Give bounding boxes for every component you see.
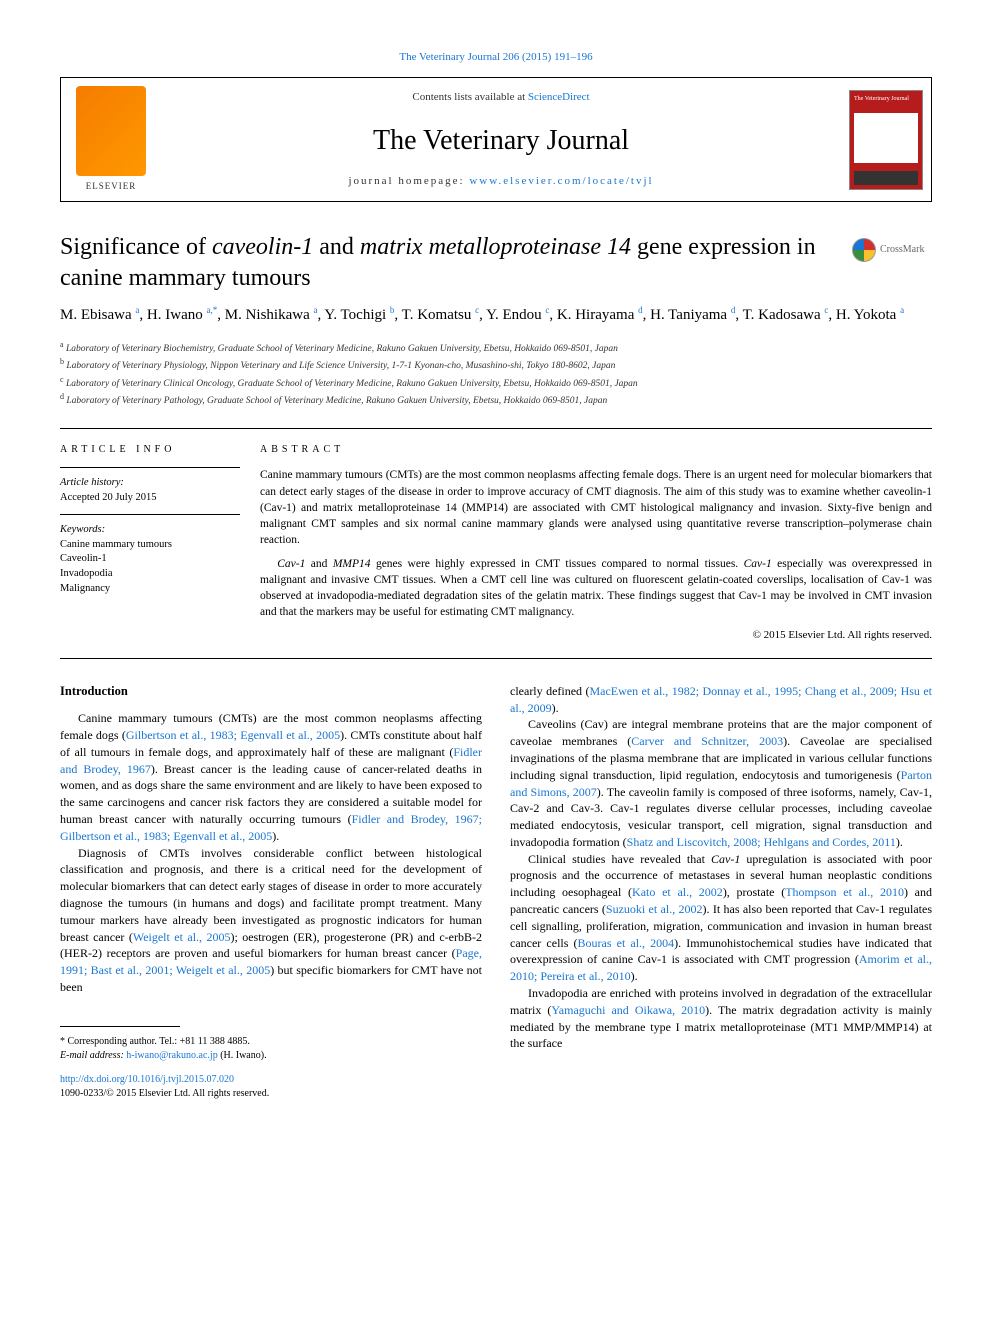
abstract-heading: ABSTRACT	[260, 443, 932, 457]
email-link[interactable]: h-iwano@rakuno.ac.jp	[126, 1050, 217, 1061]
abs-italic: MMP14	[333, 558, 371, 570]
sciencedirect-link[interactable]: ScienceDirect	[528, 91, 590, 103]
doi-link[interactable]: http://dx.doi.org/10.1016/j.tvjl.2015.07…	[60, 1074, 234, 1085]
txt: clearly defined (	[510, 684, 589, 698]
intro-heading: Introduction	[60, 683, 482, 701]
article-info-panel: ARTICLE INFO Article history: Accepted 2…	[60, 443, 260, 643]
txt: ).	[631, 969, 638, 983]
title-seg: and	[313, 234, 360, 260]
email-name: (H. Iwano).	[220, 1050, 266, 1061]
cover-thumbnail-icon: The Veterinary Journal	[849, 90, 923, 190]
txt: Clinical studies have revealed that	[528, 852, 711, 866]
ref-link[interactable]: Weigelt et al., 2005	[133, 930, 231, 944]
affiliation-line: b Laboratory of Veterinary Physiology, N…	[60, 356, 932, 373]
elsevier-tree-icon	[76, 86, 146, 176]
body-para: clearly defined (MacEwen et al., 1982; D…	[510, 683, 932, 717]
crossmark-label: CrossMark	[880, 243, 924, 257]
body-para: Clinical studies have revealed that Cav-…	[510, 851, 932, 985]
homepage-line: journal homepage: www.elsevier.com/locat…	[171, 174, 831, 189]
ref-link[interactable]: Kato et al., 2002	[632, 885, 723, 899]
crossmark-badge[interactable]: CrossMark	[852, 238, 932, 262]
abstract-para: Canine mammary tumours (CMTs) are the mo…	[260, 467, 932, 547]
affiliation-line: a Laboratory of Veterinary Biochemistry,…	[60, 339, 932, 356]
ref-link[interactable]: Thompson et al., 2010	[785, 885, 904, 899]
history-value: Accepted 20 July 2015	[60, 491, 240, 506]
affiliations: a Laboratory of Veterinary Biochemistry,…	[60, 339, 932, 409]
authors-line: M. Ebisawa a, H. Iwano a,*, M. Nishikawa…	[60, 304, 932, 327]
corresponding-author: * Corresponding author. Tel.: +81 11 388…	[60, 1035, 482, 1063]
affiliation-line: c Laboratory of Veterinary Clinical Onco…	[60, 374, 932, 391]
keyword-item: Canine mammary tumours	[60, 538, 240, 553]
header-center: Contents lists available at ScienceDirec…	[161, 78, 841, 201]
body-para: Caveolins (Cav) are integral membrane pr…	[510, 716, 932, 850]
keyword-item: Caveolin-1	[60, 552, 240, 567]
corr-label: * Corresponding author. Tel.: +81 11 388…	[60, 1035, 482, 1049]
cover-mid-icon	[854, 113, 918, 163]
title-seg-italic: matrix metalloproteinase 14	[360, 234, 631, 260]
crossmark-icon	[852, 238, 876, 262]
homepage-link[interactable]: www.elsevier.com/locate/tvjl	[469, 175, 653, 187]
history-label: Article history:	[60, 477, 124, 488]
keyword-item: Invadopodia	[60, 567, 240, 582]
contents-prefix: Contents lists available at	[412, 91, 527, 103]
txt: ), prostate (	[723, 885, 785, 899]
elsevier-logo: ELSEVIER	[61, 78, 161, 201]
issn-line: 1090-0233/© 2015 Elsevier Ltd. All right…	[60, 1088, 269, 1099]
body-para: Diagnosis of CMTs involves considerable …	[60, 845, 482, 996]
abs-seg: and	[305, 558, 332, 570]
abs-seg: genes were highly expressed in CMT tissu…	[371, 558, 744, 570]
txt-italic: Cav-1	[711, 852, 740, 866]
txt: ).	[272, 829, 279, 843]
doi-block: http://dx.doi.org/10.1016/j.tvjl.2015.07…	[60, 1073, 482, 1101]
txt: ).	[552, 701, 559, 715]
ref-link[interactable]: Bouras et al., 2004	[578, 936, 675, 950]
top-citation: The Veterinary Journal 206 (2015) 191–19…	[60, 50, 932, 65]
right-column: clearly defined (MacEwen et al., 1982; D…	[510, 683, 932, 1101]
abs-italic: Cav-1	[277, 558, 305, 570]
title-seg-italic: caveolin-1	[212, 234, 313, 260]
homepage-prefix: journal homepage:	[348, 175, 469, 187]
keywords-label: Keywords:	[60, 524, 105, 535]
cover-text: The Veterinary Journal	[854, 95, 918, 103]
abstract-copyright: © 2015 Elsevier Ltd. All rights reserved…	[260, 628, 932, 643]
ref-link[interactable]: Suzuoki et al., 2002	[606, 902, 703, 916]
top-citation-link[interactable]: The Veterinary Journal 206 (2015) 191–19…	[399, 51, 592, 63]
contents-line: Contents lists available at ScienceDirec…	[171, 90, 831, 105]
abstract-panel: ABSTRACT Canine mammary tumours (CMTs) a…	[260, 443, 932, 643]
txt: ).	[896, 835, 903, 849]
article-info-heading: ARTICLE INFO	[60, 443, 240, 457]
email-label: E-mail address:	[60, 1050, 124, 1061]
keyword-item: Malignancy	[60, 582, 240, 597]
cover-bot-icon	[854, 171, 918, 185]
ref-link[interactable]: Carver and Schnitzer, 2003	[631, 734, 783, 748]
elsevier-label: ELSEVIER	[86, 180, 137, 193]
ref-link[interactable]: Shatz and Liscovitch, 2008; Hehlgans and…	[627, 835, 896, 849]
title-seg: Significance of	[60, 234, 212, 260]
ref-link[interactable]: Yamaguchi and Oikawa, 2010	[551, 1003, 705, 1017]
journal-cover: The Veterinary Journal	[841, 78, 931, 201]
body-para: Canine mammary tumours (CMTs) are the mo…	[60, 710, 482, 844]
journal-name: The Veterinary Journal	[171, 121, 831, 160]
keywords-list: Canine mammary tumoursCaveolin-1Invadopo…	[60, 538, 240, 597]
abs-italic: Cav-1	[744, 558, 772, 570]
article-title: Significance of caveolin-1 and matrix me…	[60, 232, 832, 294]
journal-header: ELSEVIER Contents lists available at Sci…	[60, 77, 932, 202]
body-para: Invadopodia are enriched with proteins i…	[510, 985, 932, 1052]
affiliation-line: d Laboratory of Veterinary Pathology, Gr…	[60, 391, 932, 408]
left-column: Introduction Canine mammary tumours (CMT…	[60, 683, 482, 1101]
abstract-para: Cav-1 and MMP14 genes were highly expres…	[260, 556, 932, 620]
ref-link[interactable]: Gilbertson et al., 1983; Egenvall et al.…	[126, 728, 340, 742]
